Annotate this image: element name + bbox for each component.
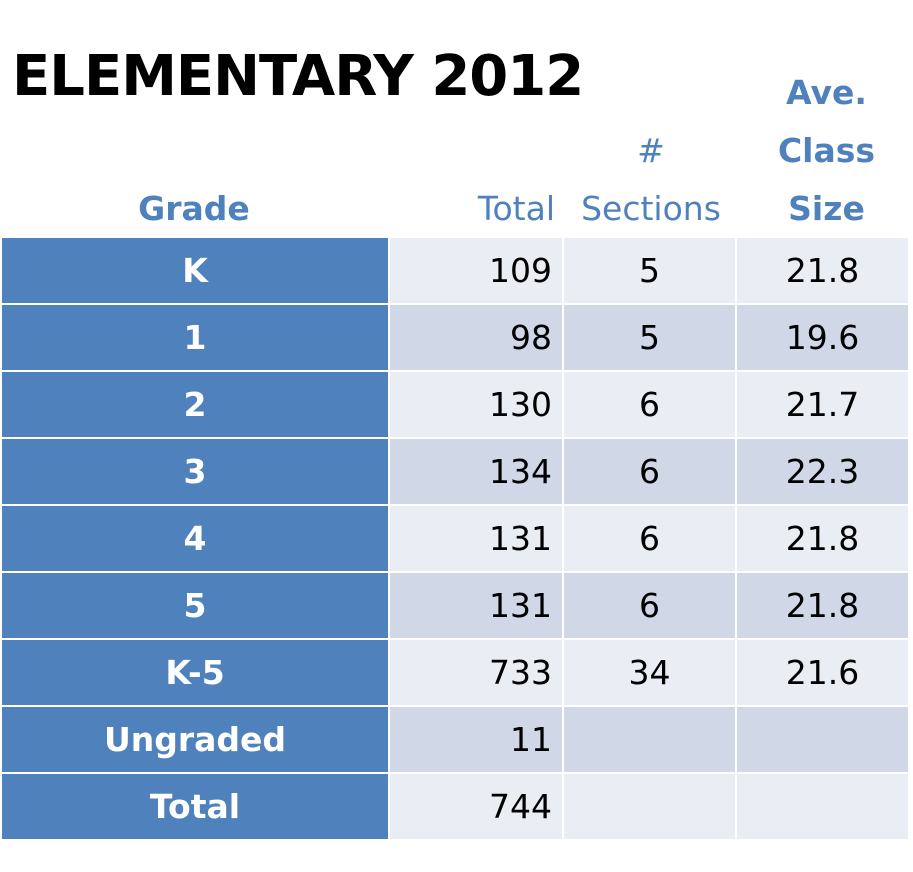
avg-class-size-cell: 21.6 [737, 640, 908, 705]
grade-cell: 2 [2, 372, 388, 437]
grade-cell: K [2, 238, 388, 303]
sections-cell: 5 [564, 305, 735, 370]
table-row: 5 131 6 21.8 [2, 573, 908, 638]
sections-cell [564, 707, 735, 772]
table-row: Ungraded 11 [2, 707, 908, 772]
avg-header-line-2: Class [777, 131, 876, 170]
avg-class-size-column-header: Ave. Class Size [740, 64, 913, 238]
total-column-header: Total [477, 189, 555, 228]
avg-class-size-cell: 19.6 [737, 305, 908, 370]
page-title: ELEMENTARY 2012 [12, 44, 584, 109]
grade-cell: 4 [2, 506, 388, 571]
table-row: Total 744 [2, 774, 908, 839]
grade-cell: K-5 [2, 640, 388, 705]
table-row: 4 131 6 21.8 [2, 506, 908, 571]
sections-cell: 5 [564, 238, 735, 303]
sections-cell: 6 [564, 573, 735, 638]
sections-cell: 6 [564, 372, 735, 437]
avg-class-size-cell [737, 774, 908, 839]
sections-cell [564, 774, 735, 839]
table-row: 1 98 5 19.6 [2, 305, 908, 370]
avg-header-line-3: Size [788, 189, 865, 228]
grade-column-header: Grade [138, 189, 250, 228]
total-cell: 134 [390, 439, 562, 504]
total-cell: 11 [390, 707, 562, 772]
avg-class-size-cell: 21.8 [737, 506, 908, 571]
grade-cell: 5 [2, 573, 388, 638]
table-row: K 109 5 21.8 [2, 238, 908, 303]
avg-class-size-cell: 21.8 [737, 238, 908, 303]
total-cell: 733 [390, 640, 562, 705]
total-cell: 131 [390, 573, 562, 638]
avg-class-size-cell: 21.8 [737, 573, 908, 638]
sections-cell: 6 [564, 439, 735, 504]
avg-header-line-1: Ave. [786, 73, 867, 112]
total-cell: 109 [390, 238, 562, 303]
total-cell: 98 [390, 305, 562, 370]
table-row: 3 134 6 22.3 [2, 439, 908, 504]
sections-cell: 34 [564, 640, 735, 705]
total-cell: 744 [390, 774, 562, 839]
grade-cell: Ungraded [2, 707, 388, 772]
sections-cell: 6 [564, 506, 735, 571]
sections-column-header: # Sections [566, 122, 736, 238]
enrollment-table: K 109 5 21.8 1 98 5 19.6 2 130 6 21.7 3 … [0, 236, 910, 841]
total-cell: 131 [390, 506, 562, 571]
table-row: 2 130 6 21.7 [2, 372, 908, 437]
sections-header-line-2: Sections [581, 189, 721, 228]
grade-cell: 3 [2, 439, 388, 504]
total-cell: 130 [390, 372, 562, 437]
grade-cell: Total [2, 774, 388, 839]
avg-class-size-cell: 22.3 [737, 439, 908, 504]
grade-cell: 1 [2, 305, 388, 370]
avg-class-size-cell: 21.7 [737, 372, 908, 437]
sections-header-line-1: # [637, 131, 665, 170]
table-row: K-5 733 34 21.6 [2, 640, 908, 705]
avg-class-size-cell [737, 707, 908, 772]
